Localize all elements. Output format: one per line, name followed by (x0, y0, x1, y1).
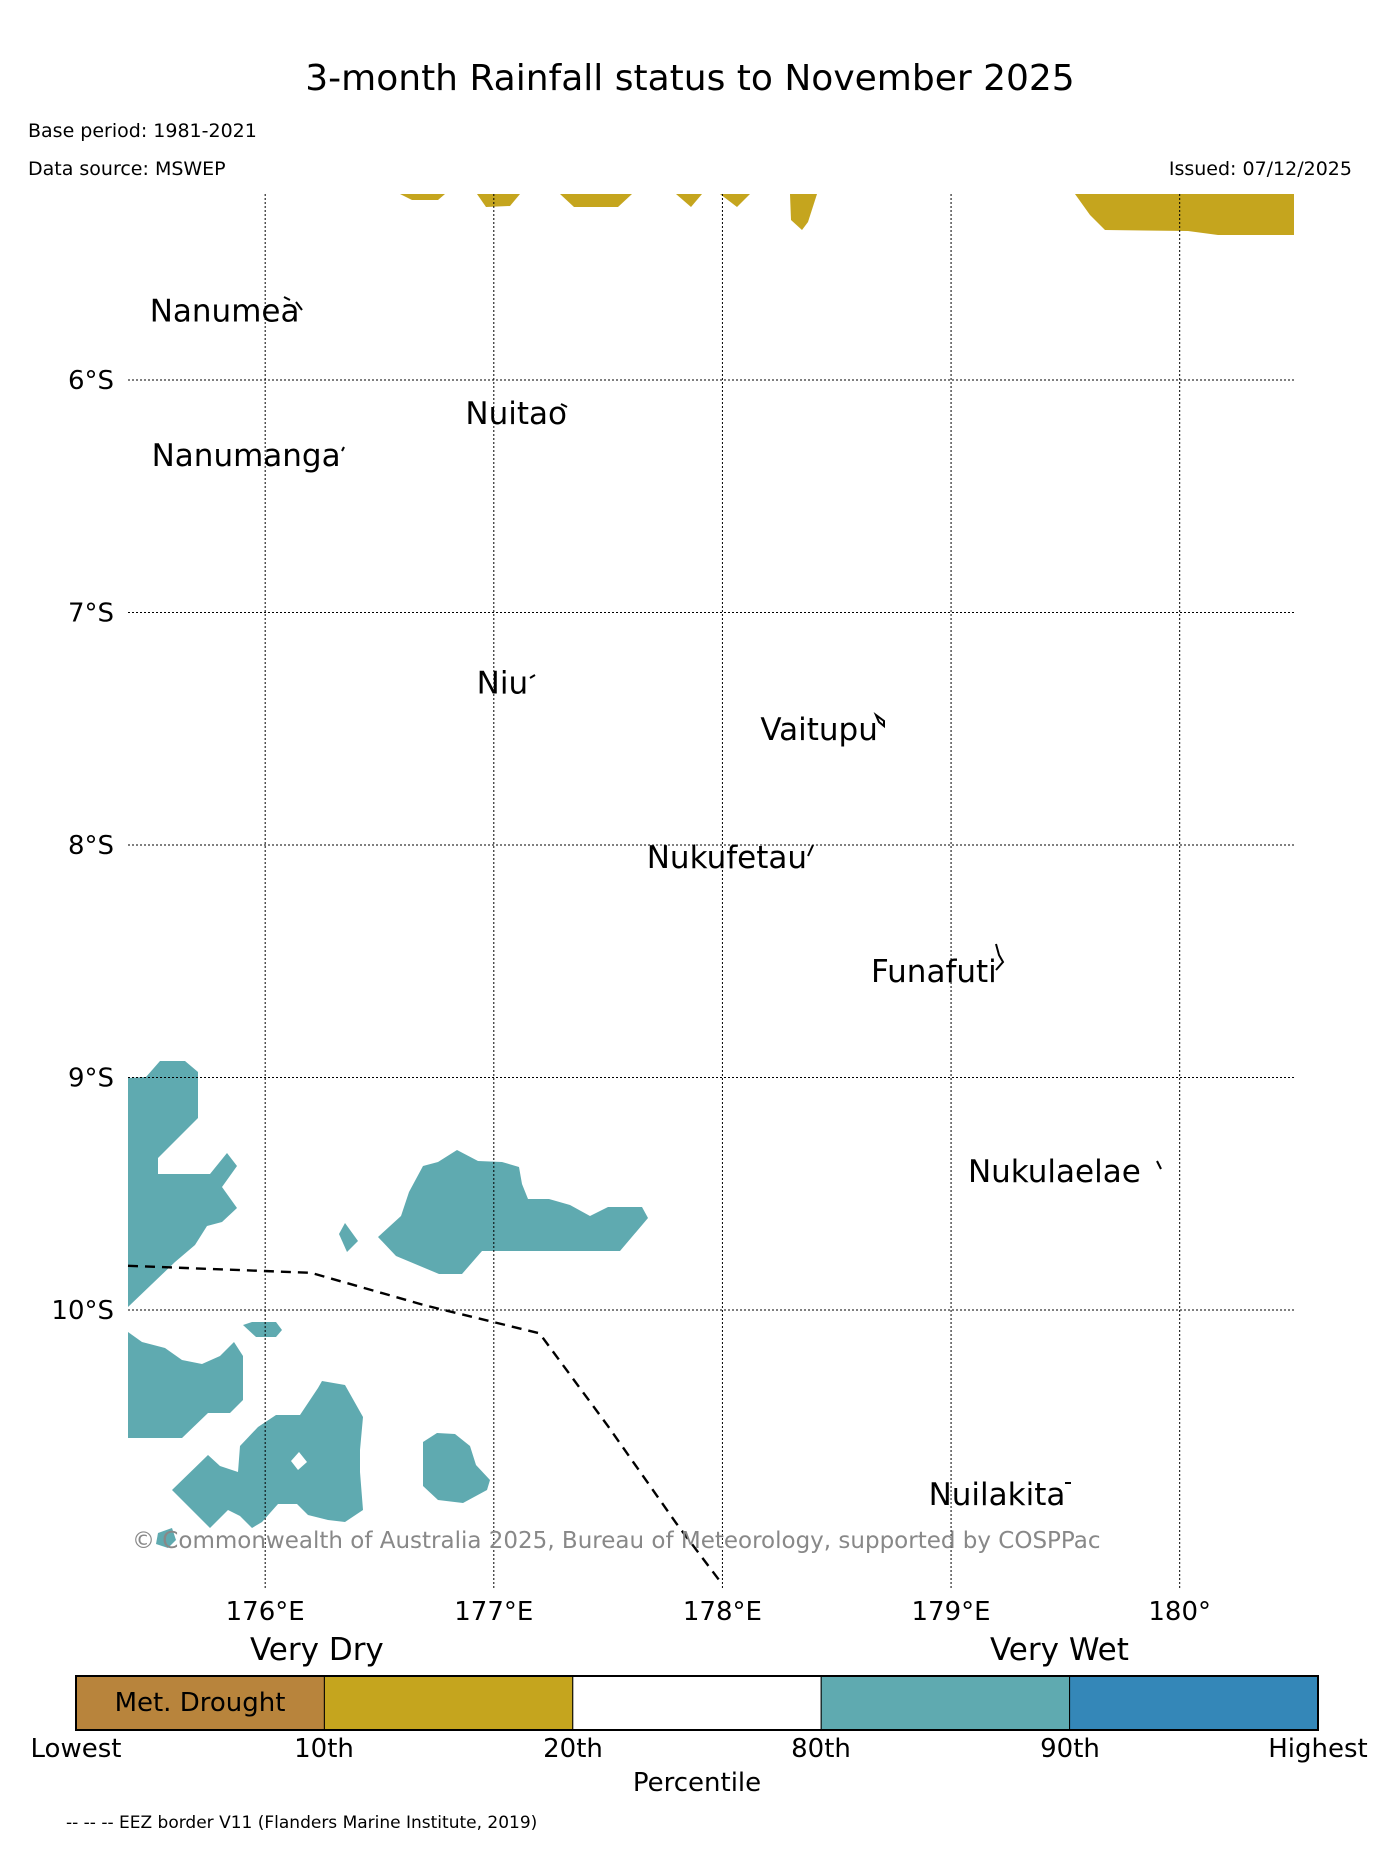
legend-tick-lowest: Lowest (30, 1734, 122, 1764)
data-source-label: Data source: MSWEP (28, 158, 226, 180)
eez-border-note: -- -- -- EEZ border V11 (Flanders Marine… (66, 1813, 538, 1833)
latitude-tick-label: 9°S (68, 1064, 114, 1094)
nanumanga-atoll (341, 446, 345, 452)
island-labels: Nanumea Nuitao Nanumanga Niu Vaitupu Nukufeta… (150, 294, 1141, 1513)
nukulaelae-atoll (1156, 1160, 1162, 1170)
legend-frame (75, 1675, 1319, 1731)
legend-very-dry-heading: Very Dry (250, 1632, 384, 1668)
legend-tick-20th: 20th (543, 1734, 603, 1764)
island-label-nuilakita: Nuilakita (929, 1477, 1066, 1513)
latitude-tick-label: 6°S (68, 366, 114, 396)
base-period-label: Base period: 1981-2021 (28, 120, 257, 142)
nukufetau-atoll (807, 844, 814, 857)
very-dry-area (790, 194, 817, 230)
very-wet-area (243, 1322, 282, 1337)
legend-swatch (820, 1675, 1071, 1731)
latitude-tick-label: 8°S (68, 831, 114, 861)
legend-colorbar (75, 1675, 1319, 1731)
eez-border-line (127, 1264, 724, 1586)
latitude-tick-label: 7°S (68, 599, 114, 629)
longitude-tick-label: 178°E (683, 1597, 762, 1627)
longitude-tick-label: 177°E (454, 1597, 533, 1627)
island-label-niu: Niu (477, 666, 528, 702)
map-title: 3-month Rainfall status to November 2025 (305, 58, 1075, 99)
longitude-tick-label: 179°E (912, 1597, 991, 1627)
very-wet-area (128, 1061, 237, 1307)
legend-tick-80th: 80th (791, 1734, 851, 1764)
latitude-tick-label: 10°S (51, 1296, 114, 1326)
legend-swatch (572, 1675, 822, 1731)
island-label-nukufetau: Nukufetau (647, 840, 807, 876)
very-wet-area (156, 1528, 176, 1548)
legend-tick-90th: 90th (1040, 1734, 1100, 1764)
island-label-nukulaelae: Nukulaelae (968, 1154, 1141, 1190)
legend-swatch (323, 1675, 574, 1731)
nuitao-atoll (560, 403, 568, 408)
legend-swatch (1069, 1675, 1319, 1731)
rainfall-shading (128, 194, 1294, 1548)
island-label-funafuti: Funafuti (871, 954, 997, 990)
very-dry-area (676, 194, 702, 207)
very-wet-area (378, 1150, 648, 1274)
very-dry-area (560, 194, 632, 207)
longitude-tick-label: 176°E (226, 1597, 305, 1627)
very-dry-area (477, 194, 520, 207)
legend-tick-10th: 10th (294, 1734, 354, 1764)
legend-very-wet-heading: Very Wet (990, 1632, 1129, 1668)
nanumea-atoll (283, 296, 303, 311)
funafuti-atoll (995, 943, 1005, 971)
niu-atoll (529, 674, 536, 679)
island-label-nanumanga: Nanumanga (152, 438, 341, 474)
island-label-nanumea: Nanumea (150, 294, 300, 330)
very-wet-area (339, 1223, 358, 1252)
axis-labels: 176°E 177°E 178°E 179°E 180° 6°S 7°S 8°S 9°S 10°S (51, 366, 1211, 1627)
very-dry-area (400, 194, 445, 200)
longitude-tick-label: 180° (1148, 1597, 1211, 1627)
very-wet-area (423, 1433, 490, 1503)
very-dry-area (1075, 194, 1294, 235)
very-dry-area (720, 194, 750, 207)
legend-tick-highest: Highest (1268, 1734, 1368, 1764)
legend-swatch (75, 1675, 325, 1731)
very-wet-area (172, 1381, 363, 1528)
very-wet-area (128, 1332, 243, 1438)
issued-date-label: Issued: 07/12/2025 (1168, 158, 1352, 180)
map-gridlines (128, 194, 1294, 1589)
copyright-text: © Commonwealth of Australia 2025, Bureau… (132, 1528, 1101, 1554)
legend-percentile-title: Percentile (632, 1768, 762, 1798)
island-label-vaitupu: Vaitupu (760, 712, 878, 748)
island-outlines (283, 296, 1162, 1484)
vaitupu-atoll (873, 711, 885, 729)
island-label-nuitao: Nuitao (465, 396, 567, 432)
